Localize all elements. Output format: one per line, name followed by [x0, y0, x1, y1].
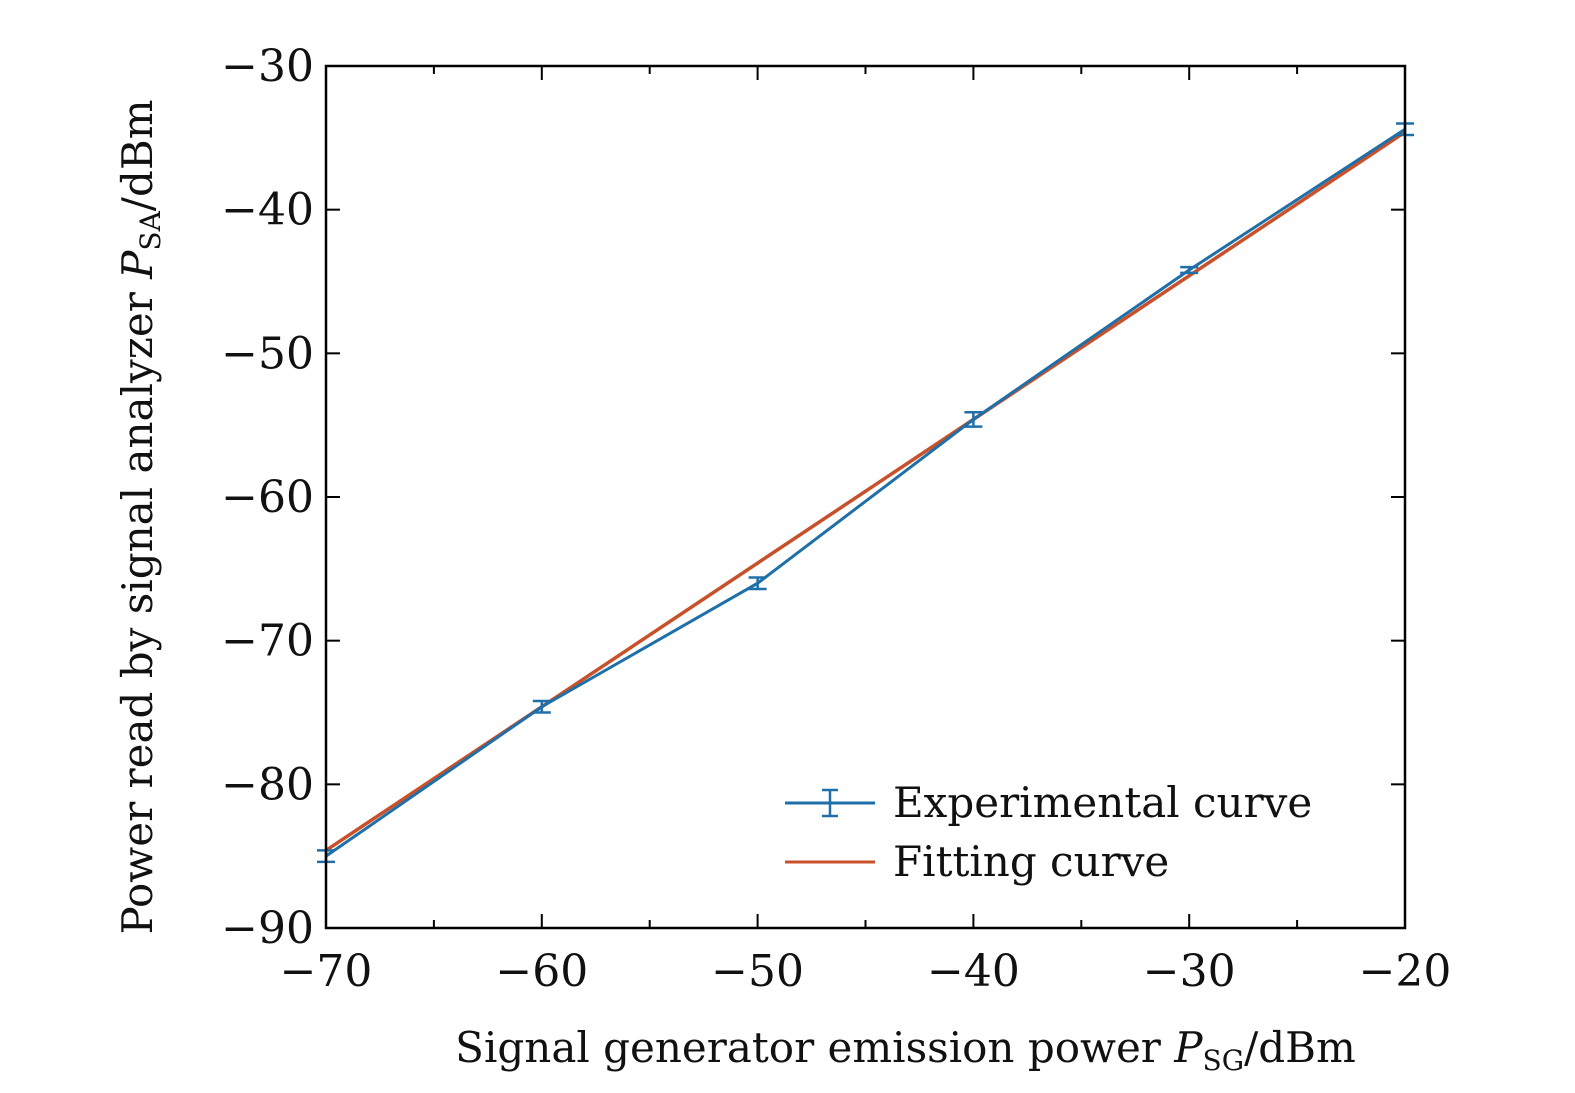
- error-bar-point: [748, 576, 767, 591]
- legend-item-fitting: Fitting curve: [785, 837, 1169, 886]
- tick-labels: −70 −60 −50 −40 −30 −20 −30 −40 −50 −60 −70 −80 −90: [221, 41, 1451, 997]
- x-tick-label: −30: [1143, 946, 1236, 997]
- x-tick-label: −50: [711, 946, 804, 997]
- y-tick-label: −80: [221, 759, 314, 810]
- legend-item-experimental: Experimental curve: [785, 778, 1312, 827]
- legend-label-fitting: Fitting curve: [893, 837, 1169, 886]
- x-tick-label: −20: [1359, 946, 1452, 997]
- legend: Experimental curve Fitting curve: [785, 778, 1312, 886]
- axis-ticks: [325, 65, 1406, 929]
- x-tick-label: −60: [495, 946, 588, 997]
- y-tick-label: −50: [221, 328, 314, 379]
- y-tick-label: −60: [221, 472, 314, 523]
- error-bar-point: [1180, 265, 1199, 275]
- error-bar-point: [532, 699, 551, 714]
- x-tick-label: −40: [927, 946, 1020, 997]
- plot-area: [317, 122, 1414, 864]
- legend-label-experimental: Experimental curve: [893, 778, 1312, 827]
- y-tick-label: −40: [221, 185, 314, 236]
- y-tick-label: −90: [221, 903, 314, 954]
- series-line-experimental: [325, 127, 1406, 858]
- y-tick-label: −30: [221, 41, 314, 92]
- y-tick-label: −70: [221, 616, 314, 667]
- x-axis-label: Signal generator emission power PSG/dBm: [455, 1023, 1356, 1077]
- x-tick-label: −70: [280, 946, 373, 997]
- error-bar-point: [964, 410, 983, 428]
- y-axis-label: Power read by signal analyzer PSA/dBm: [113, 99, 167, 934]
